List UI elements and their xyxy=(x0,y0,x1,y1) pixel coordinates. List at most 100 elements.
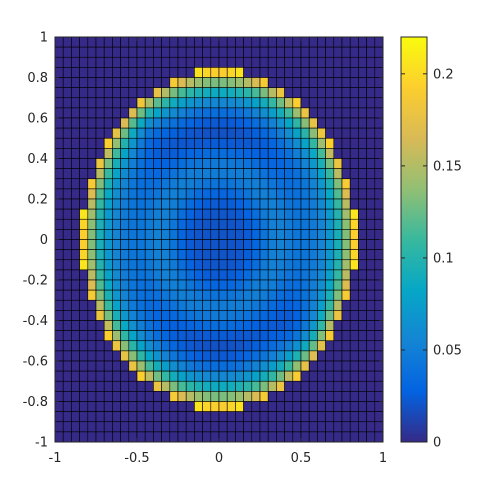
colorbar-tick-label: 0 xyxy=(433,436,441,451)
heatmap-cell xyxy=(284,259,294,271)
heatmap-cell xyxy=(235,137,244,149)
heatmap-cell xyxy=(218,401,228,412)
heatmap-cell xyxy=(177,289,187,301)
heatmap-cell xyxy=(79,148,89,159)
heatmap-cell xyxy=(308,56,318,68)
heatmap-cell xyxy=(308,77,318,88)
heatmap-cell xyxy=(341,148,351,159)
heatmap-cell xyxy=(177,411,187,423)
heatmap-cell xyxy=(349,259,359,271)
heatmap-cell xyxy=(71,198,80,210)
heatmap-cell xyxy=(349,67,359,78)
heatmap-cell xyxy=(161,198,171,210)
heatmap-cell xyxy=(210,67,220,78)
heatmap-cell xyxy=(235,239,244,250)
heatmap-cell xyxy=(169,279,179,291)
heatmap-cell xyxy=(259,77,269,88)
heatmap-cell xyxy=(358,310,367,321)
heatmap-cell xyxy=(284,56,294,68)
heatmap-cell xyxy=(284,411,294,423)
heatmap-cell xyxy=(251,299,261,311)
heatmap-cell xyxy=(79,259,89,271)
heatmap-cell xyxy=(194,431,203,443)
heatmap-cell xyxy=(333,299,343,311)
heatmap-cell xyxy=(177,370,187,382)
heatmap-cell xyxy=(112,310,121,321)
heatmap-cell xyxy=(235,320,244,331)
heatmap-cell xyxy=(185,188,195,200)
heatmap-cell xyxy=(161,77,171,88)
heatmap-cell xyxy=(169,198,179,210)
heatmap-cell xyxy=(103,107,113,119)
heatmap-cell xyxy=(95,259,105,271)
heatmap-cell xyxy=(325,77,335,88)
heatmap-cell xyxy=(243,431,253,443)
heatmap-cell xyxy=(169,421,179,433)
heatmap-cell xyxy=(87,137,97,149)
heatmap-cell xyxy=(120,289,130,301)
heatmap-cell xyxy=(62,188,72,200)
heatmap-cell xyxy=(267,360,277,372)
heatmap-cell xyxy=(300,401,310,412)
heatmap-cell xyxy=(87,330,97,342)
heatmap-cell xyxy=(210,198,220,210)
heatmap-cell xyxy=(317,87,326,99)
heatmap-cell xyxy=(243,137,253,149)
heatmap-cell xyxy=(366,168,376,180)
heatmap-cell xyxy=(325,148,335,159)
heatmap-cell xyxy=(161,269,171,281)
heatmap-cell xyxy=(95,269,105,281)
heatmap-cell xyxy=(136,229,146,240)
heatmap-cell xyxy=(333,370,343,382)
heatmap-cell xyxy=(341,198,351,210)
heatmap-cell xyxy=(374,370,384,382)
heatmap-cell xyxy=(267,148,277,159)
heatmap-cell xyxy=(120,117,130,129)
heatmap-cell xyxy=(112,77,121,88)
heatmap-cell xyxy=(259,401,269,412)
heatmap-cell xyxy=(292,229,302,240)
heatmap-cell xyxy=(177,401,187,412)
heatmap-cell xyxy=(325,421,335,433)
heatmap-cell xyxy=(87,107,97,119)
heatmap-cell xyxy=(374,127,384,139)
heatmap-cell xyxy=(317,178,326,190)
heatmap-cell xyxy=(136,36,146,48)
heatmap-cell xyxy=(54,87,64,99)
heatmap-cell xyxy=(54,127,64,139)
heatmap-cell xyxy=(153,97,162,109)
heatmap-cell xyxy=(128,421,138,433)
heatmap-cell xyxy=(218,97,228,109)
heatmap-cell xyxy=(235,87,244,99)
heatmap-cell xyxy=(185,431,195,443)
heatmap-cell xyxy=(292,36,302,48)
heatmap-cell xyxy=(341,289,351,301)
heatmap-cell xyxy=(87,279,97,291)
heatmap-cell xyxy=(177,380,187,392)
heatmap-cell xyxy=(259,380,269,392)
heatmap-cell xyxy=(161,208,171,220)
heatmap-cell xyxy=(169,77,179,88)
heatmap-cell xyxy=(333,117,343,129)
heatmap-cell xyxy=(144,36,154,48)
heatmap-cell xyxy=(341,279,351,291)
heatmap-cell xyxy=(87,380,97,392)
heatmap-cell xyxy=(366,137,376,149)
heatmap-cell xyxy=(177,249,187,261)
heatmap-cell xyxy=(177,340,187,352)
heatmap-cell xyxy=(276,67,285,78)
heatmap-cell xyxy=(153,380,162,392)
heatmap-cell xyxy=(218,168,228,180)
heatmap-cell xyxy=(112,117,121,129)
heatmap-cell xyxy=(226,239,236,250)
heatmap-cell xyxy=(218,320,228,331)
heatmap-cell xyxy=(177,87,187,99)
heatmap-cell xyxy=(284,218,294,230)
heatmap-cell xyxy=(103,188,113,200)
heatmap-cell xyxy=(153,158,162,169)
heatmap-cell xyxy=(300,340,310,352)
heatmap-cell xyxy=(300,188,310,200)
heatmap-cell xyxy=(267,208,277,220)
heatmap-cell xyxy=(194,401,203,412)
heatmap-cell xyxy=(349,360,359,372)
